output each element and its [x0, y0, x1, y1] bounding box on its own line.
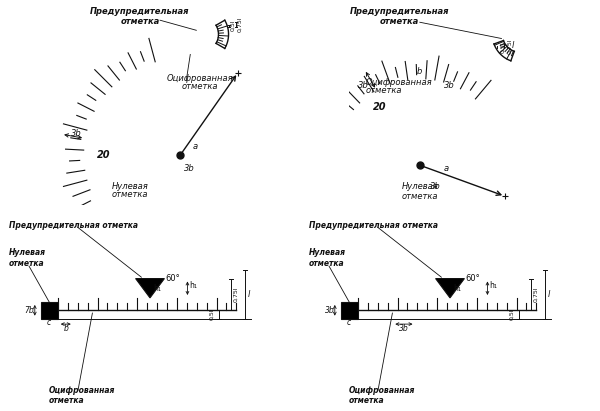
Text: отметка: отметка	[49, 396, 85, 405]
Text: 3b: 3b	[444, 81, 455, 90]
Text: отметка: отметка	[121, 17, 160, 26]
Text: отметка: отметка	[380, 17, 419, 26]
Text: h₁: h₁	[189, 281, 197, 290]
Text: отметка: отметка	[309, 259, 344, 268]
Text: h₁: h₁	[453, 284, 461, 293]
Bar	[41, 302, 58, 319]
Text: 60°: 60°	[466, 274, 481, 283]
Text: b: b	[417, 67, 422, 76]
Text: Предупредительная: Предупредительная	[90, 7, 190, 16]
Text: Оцифрованная: Оцифрованная	[167, 74, 233, 83]
Text: a: a	[444, 164, 449, 173]
Text: Оцифрованная: Оцифрованная	[349, 386, 416, 395]
Bar	[341, 302, 358, 319]
Text: Оцифрованная: Оцифрованная	[49, 386, 116, 395]
Text: отметка: отметка	[182, 82, 218, 91]
Text: 0,75l: 0,75l	[233, 287, 238, 302]
Text: 20: 20	[373, 102, 386, 113]
Text: 3b: 3b	[399, 324, 409, 333]
Text: Нулевая: Нулевая	[309, 248, 346, 257]
Text: 7b: 7b	[25, 306, 34, 315]
Text: Нулевая: Нулевая	[112, 182, 148, 192]
Text: отметка: отметка	[112, 190, 148, 199]
Text: 0,5l: 0,5l	[500, 42, 505, 53]
Text: c: c	[47, 319, 52, 328]
Text: l: l	[248, 290, 250, 299]
Text: отметка: отметка	[365, 86, 402, 95]
Text: h₁: h₁	[489, 281, 497, 290]
Text: 0,75l: 0,75l	[237, 17, 242, 32]
Text: отметка: отметка	[349, 396, 385, 405]
Text: Оцифрованная: Оцифрованная	[365, 78, 432, 87]
Text: 0,5l: 0,5l	[509, 309, 514, 320]
Text: 0,5l: 0,5l	[209, 309, 214, 320]
Text: Нулевая: Нулевая	[9, 248, 46, 257]
Text: Предупредительная: Предупредительная	[350, 7, 449, 16]
Text: a: a	[192, 142, 197, 151]
Text: h₁: h₁	[153, 284, 161, 293]
Text: 60°: 60°	[166, 274, 181, 283]
Text: 0,5l: 0,5l	[230, 20, 235, 31]
Text: 3b: 3b	[430, 182, 440, 192]
Text: b: b	[64, 324, 68, 333]
Text: Предупредительная отметка: Предупредительная отметка	[9, 221, 138, 229]
Text: l: l	[548, 290, 550, 299]
Text: 3b: 3b	[325, 306, 334, 315]
Text: Нулевая: Нулевая	[401, 182, 438, 192]
Text: отметка: отметка	[9, 259, 44, 268]
Text: 20: 20	[97, 150, 110, 160]
Polygon shape	[136, 279, 164, 298]
Text: l: l	[512, 42, 515, 51]
Polygon shape	[436, 279, 464, 298]
Text: Предупредительная отметка: Предупредительная отметка	[309, 221, 438, 229]
Text: 0,75l: 0,75l	[507, 38, 512, 54]
Text: 3b: 3b	[71, 129, 82, 139]
Text: 3b: 3b	[358, 81, 369, 90]
Text: 3b: 3b	[184, 164, 195, 173]
Text: отметка: отметка	[401, 192, 438, 201]
Text: 0,75l: 0,75l	[533, 287, 538, 302]
Text: c: c	[347, 319, 352, 328]
